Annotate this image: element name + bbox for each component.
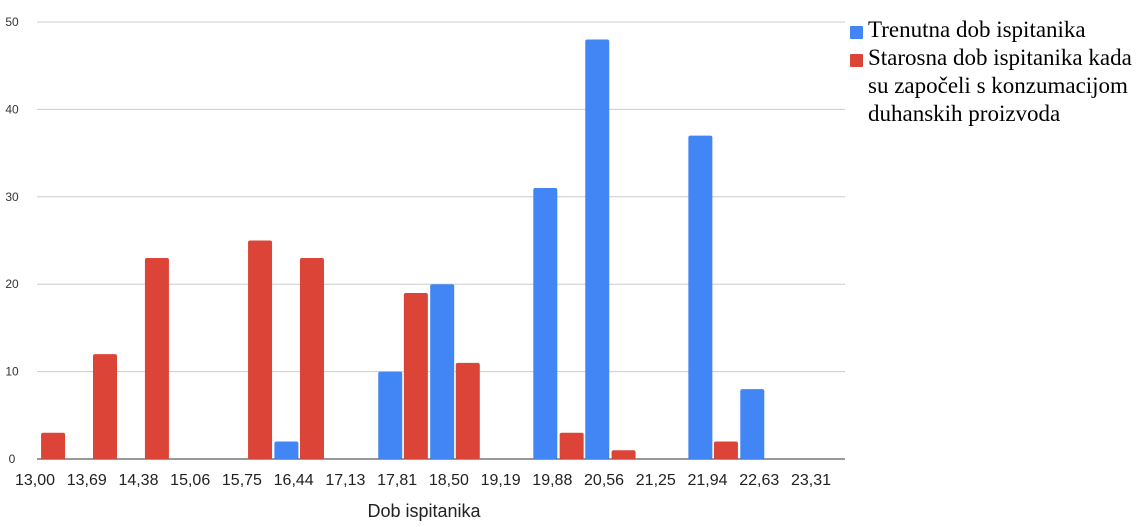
bar-start-age	[403, 292, 428, 459]
y-tick-label: 20	[5, 277, 19, 291]
y-tick-label: 30	[5, 190, 19, 204]
y-tick-label: 10	[5, 365, 19, 379]
x-tick-label: 14,38	[118, 472, 158, 489]
bar-current-age	[585, 39, 610, 459]
x-tick-label: 15,06	[170, 472, 210, 489]
y-tick-label: 0	[9, 452, 16, 466]
legend-item-start-age: Starosna dob ispitanika kada su započeli…	[848, 44, 1138, 128]
legend-swatch-red	[850, 54, 863, 67]
bar-start-age	[299, 257, 324, 459]
bar-current-age	[430, 284, 455, 459]
y-axis-ticks: 0 10 20 30 40 50	[5, 15, 19, 466]
x-tick-label: 19,88	[532, 472, 572, 489]
bar-current-age	[274, 441, 299, 459]
bars	[41, 39, 765, 459]
x-tick-label: 15,75	[222, 472, 262, 489]
legend: Trenutna dob ispitanika Starosna dob isp…	[848, 16, 1138, 128]
x-tick-label: 18,50	[429, 472, 469, 489]
x-tick-label: 17,81	[377, 472, 417, 489]
bar-start-age	[144, 257, 169, 459]
y-tick-label: 50	[5, 15, 19, 29]
bar-start-age	[92, 354, 117, 459]
bar-start-age	[248, 240, 273, 459]
bar-start-age	[713, 441, 738, 459]
x-tick-label: 23,31	[791, 472, 831, 489]
x-tick-label: 13,00	[15, 472, 55, 489]
legend-label: Trenutna dob ispitanika	[868, 17, 1086, 42]
bar-start-age	[455, 362, 480, 459]
legend-swatch-blue	[850, 26, 863, 39]
x-tick-label: 21,94	[688, 472, 728, 489]
bar-current-age	[533, 188, 558, 459]
x-tick-label: 21,25	[636, 472, 676, 489]
x-tick-label: 13,69	[67, 472, 107, 489]
bar-current-age	[378, 371, 403, 459]
legend-item-current-age: Trenutna dob ispitanika	[848, 16, 1138, 44]
x-tick-label: 19,19	[481, 472, 521, 489]
bar-current-age	[740, 389, 765, 459]
x-axis-title: Dob ispitanika	[367, 501, 481, 521]
bar-start-age	[41, 432, 66, 459]
bar-chart: 0 10 20 30 40 50 13,00 13,69 14,38 15,06 15,75 16,…	[5, 15, 845, 521]
x-tick-label: 16,44	[274, 472, 314, 489]
x-axis-ticks: 13,00 13,69 14,38 15,06 15,75 16,44 17,13 17,81…	[15, 472, 831, 489]
x-tick-label: 22,63	[739, 472, 779, 489]
bar-current-age	[688, 135, 713, 459]
x-tick-label: 20,56	[584, 472, 624, 489]
bar-start-age	[611, 450, 636, 459]
legend-label: Starosna dob ispitanika kada su započeli…	[868, 45, 1132, 126]
x-tick-label: 17,13	[325, 472, 365, 489]
y-tick-label: 40	[5, 102, 19, 116]
bar-start-age	[559, 432, 584, 459]
